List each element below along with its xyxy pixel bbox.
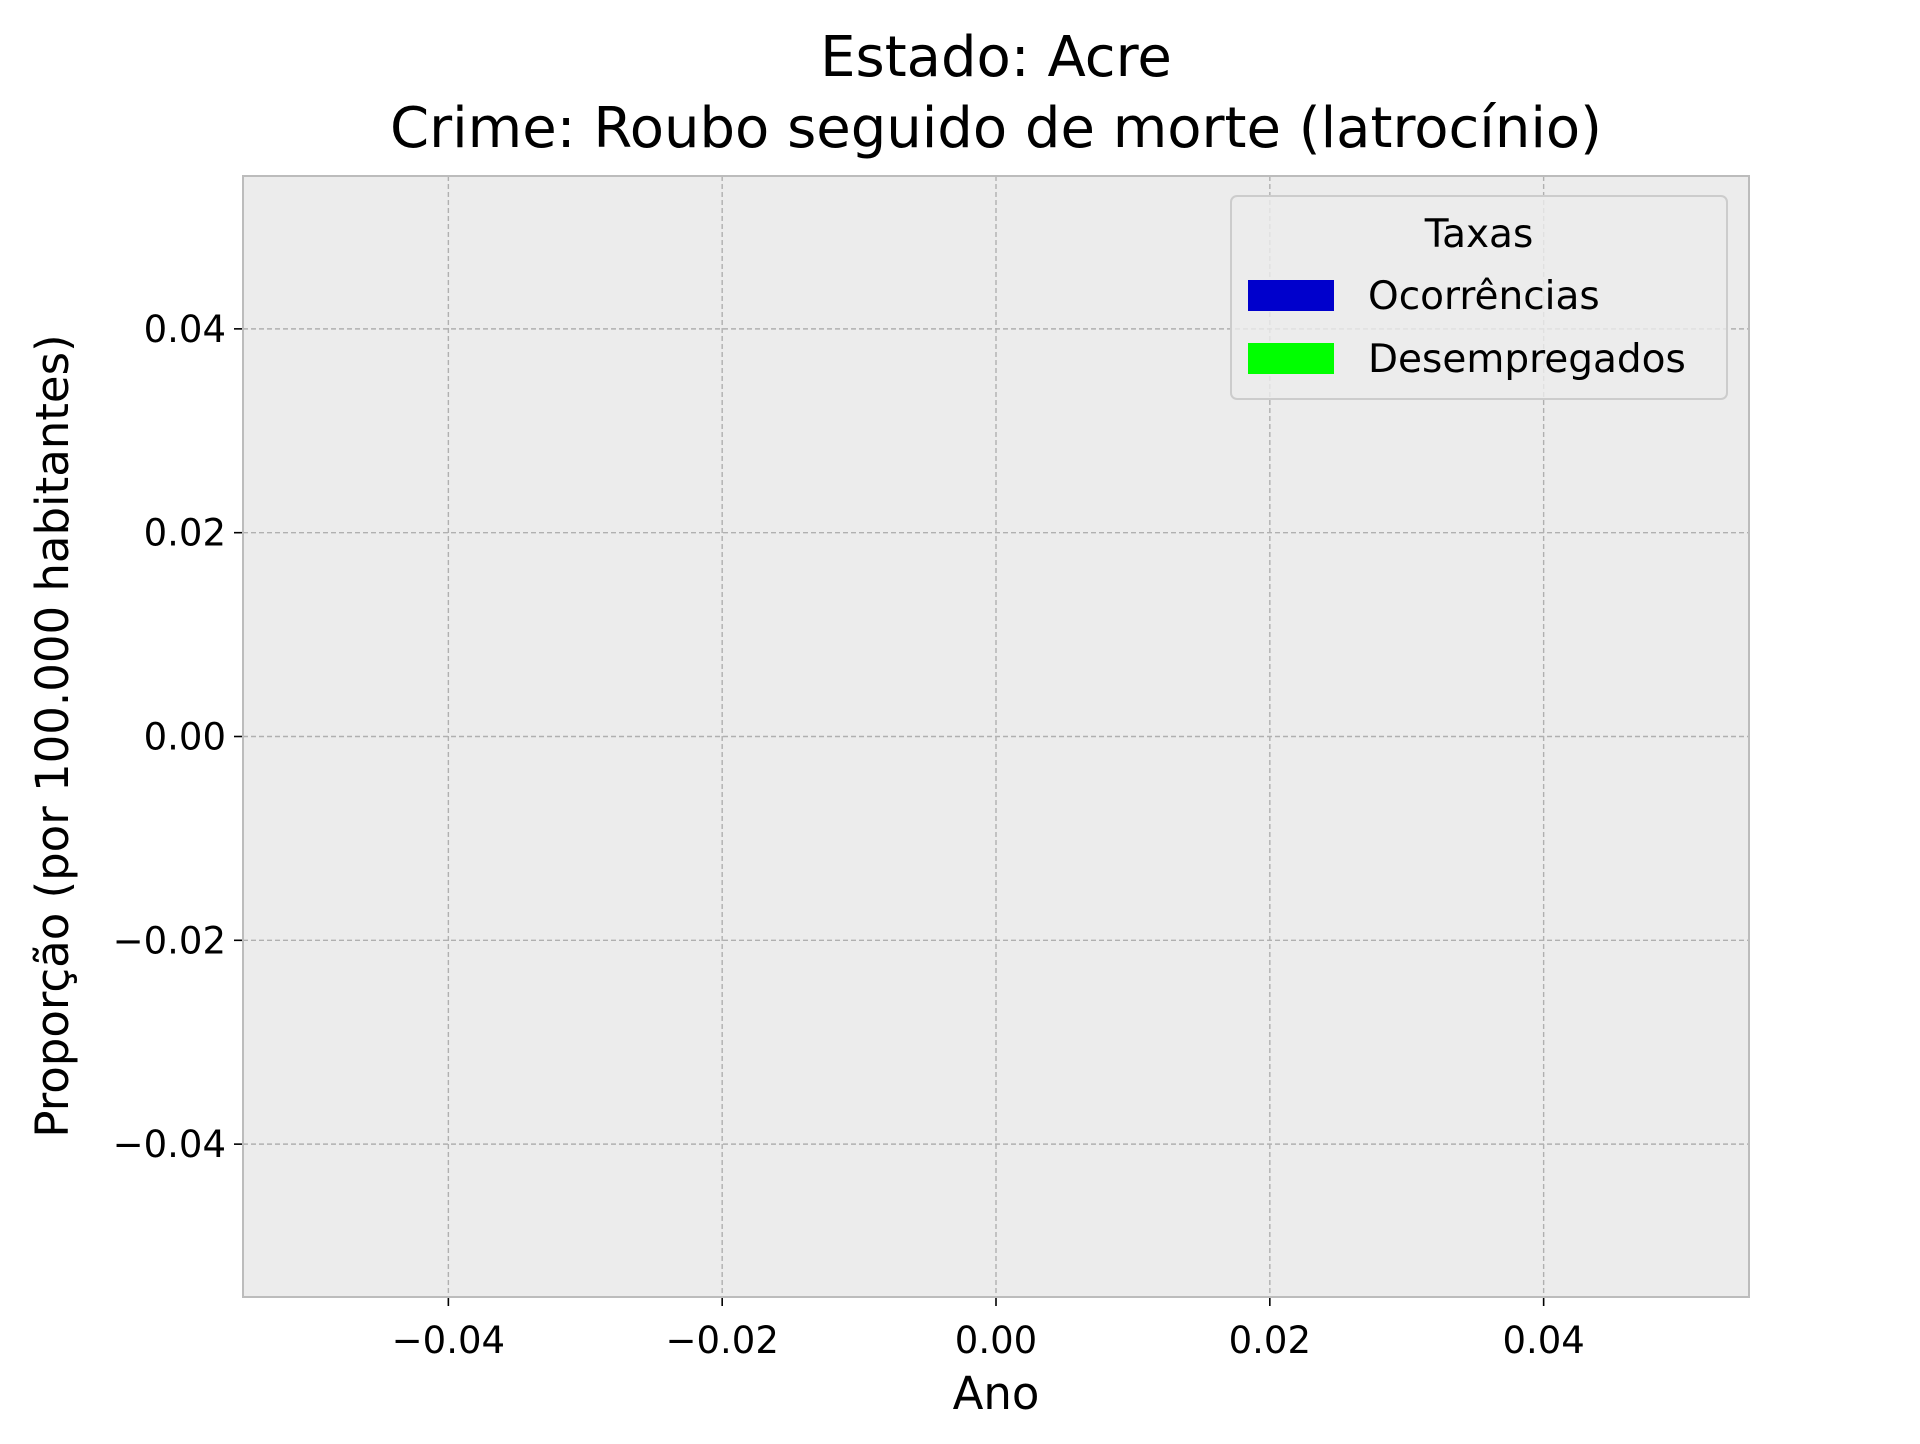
chart-title: Estado: Acre [820,25,1172,90]
axis-ticks: −0.04 −0.02 0.00 0.02 0.04 −0.04 −0.02 0.00 0.02… [113,308,1585,1362]
x-tick-label: −0.02 [665,1319,778,1362]
x-axis-label: Ano [953,1367,1040,1420]
legend: Taxas Ocorrências Desempregados [1230,195,1728,400]
plot-frame [242,175,1750,1298]
y-tick-label: −0.02 [113,919,226,962]
x-tick-label: 0.02 [1229,1319,1311,1362]
x-tick-label: −0.04 [392,1319,505,1362]
x-tick-label: 0.04 [1502,1319,1584,1362]
legend-label-ocorrencias: Ocorrências [1368,274,1600,319]
legend-swatch-ocorrencias [1248,280,1334,311]
legend-box [1230,195,1728,400]
legend-swatch-desempregados [1248,343,1334,374]
y-tick-label: 0.00 [144,716,226,759]
y-tick-label: −0.04 [113,1123,226,1166]
y-tick-label: 0.02 [144,512,226,555]
chart-subtitle: Crime: Roubo seguido de morte (latrocíni… [390,96,1602,161]
y-axis-label: Proporção (por 100.000 habitantes) [26,334,79,1137]
y-tick-label: 0.04 [144,308,226,351]
x-tick-label: 0.00 [955,1319,1037,1362]
legend-title: Taxas [1424,212,1534,257]
legend-label-desempregados: Desempregados [1368,337,1686,382]
